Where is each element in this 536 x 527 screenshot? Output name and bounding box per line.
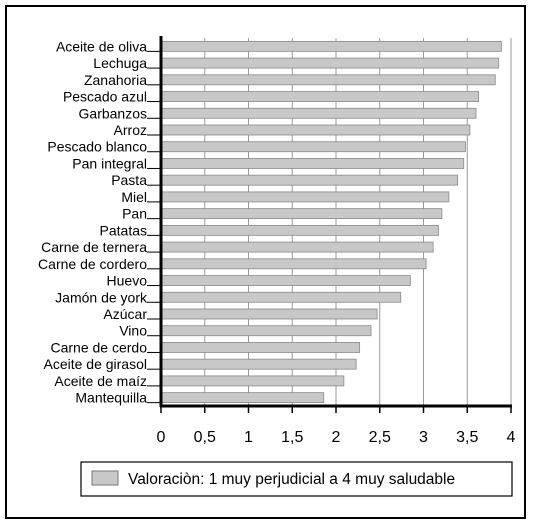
bar: [160, 258, 427, 270]
x-tick-label: 3: [419, 429, 428, 446]
legend-box: [80, 461, 513, 497]
bar: [160, 124, 471, 136]
category-label: Arroz: [114, 122, 147, 138]
category-label: Mantequilla: [75, 390, 147, 406]
legend-label: Valoraciòn: 1 muy perjudicial a 4 muy sa…: [128, 471, 455, 488]
category-label: Lechuga: [93, 55, 147, 71]
category-label: Pasta: [111, 172, 147, 188]
category-label: Carne de cerdo: [50, 339, 147, 355]
bar: [160, 275, 411, 286]
category-label: Carne de ternera: [41, 239, 147, 255]
x-tick-label: 1,5: [281, 429, 303, 446]
axes: [159, 36, 512, 413]
category-label: Carne de cordero: [38, 256, 147, 272]
category-label: Jamón de york: [55, 289, 148, 305]
legend: Valoraciòn: 1 muy perjudicial a 4 muy sa…: [80, 461, 513, 497]
bar: [160, 291, 402, 303]
bar: [160, 107, 477, 119]
category-label: Zanahoria: [84, 72, 147, 88]
bar: [160, 57, 500, 69]
bar: [160, 40, 502, 52]
x-tick-labels: 0 0,5 1 1,5 2 2,5 3 3,5 4: [157, 429, 516, 446]
category-label: Patatas: [100, 222, 147, 238]
bar: [160, 375, 345, 387]
bar: [160, 141, 466, 153]
x-tick-label: 4: [507, 429, 516, 446]
category-label: Garbanzos: [79, 105, 147, 121]
bar: [160, 392, 325, 404]
category-label: Aceite de girasol: [43, 356, 147, 372]
bar: [160, 191, 450, 203]
bar: [160, 74, 496, 86]
bar: [160, 358, 357, 370]
legend-swatch: [91, 470, 119, 486]
bar: [160, 158, 465, 169]
category-label: Pan integral: [72, 155, 147, 171]
category-label: Vino: [119, 323, 147, 339]
bar: [160, 325, 372, 337]
category-label: Pescado blanco: [47, 139, 147, 155]
bar: [160, 308, 378, 320]
x-tick-label: 2,5: [369, 429, 391, 446]
x-tick-label: 0,5: [194, 429, 216, 446]
category-label: Pescado azul: [63, 89, 147, 105]
category-label: Aceite de maíz: [54, 373, 147, 389]
bar: [160, 208, 443, 220]
bar: [160, 224, 439, 236]
bar: [160, 241, 434, 253]
x-tick-label: 2: [332, 429, 341, 446]
category-label: Azúcar: [103, 306, 147, 322]
category-label: Pan: [122, 206, 147, 222]
bar: [160, 342, 361, 353]
x-tick-label: 3,5: [456, 429, 478, 446]
bar: [160, 174, 459, 186]
bars: [160, 40, 502, 404]
category-label: Huevo: [107, 273, 148, 289]
category-label: Miel: [121, 189, 147, 205]
x-tick-label: 1: [244, 429, 253, 446]
category-label: Aceite de oliva: [56, 38, 147, 54]
bar: [160, 91, 480, 102]
x-tick-label: 0: [157, 429, 166, 446]
